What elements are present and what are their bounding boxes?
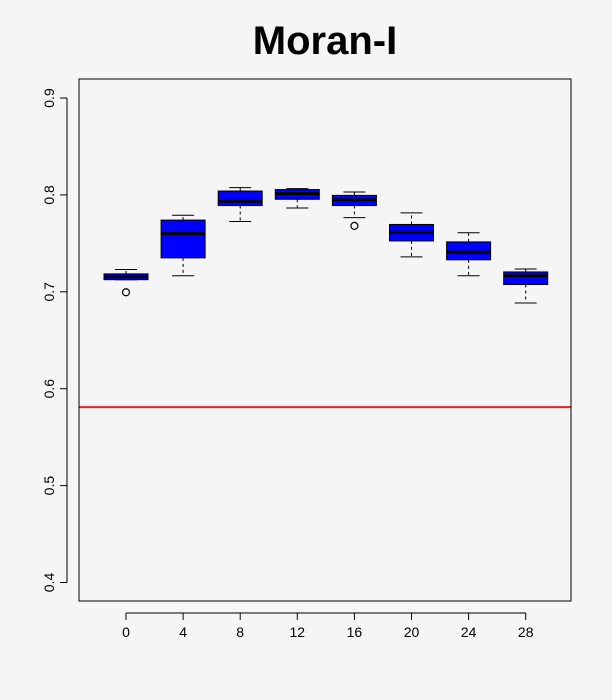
box-iqr (503, 271, 549, 286)
x-tick-label: 16 (347, 624, 363, 640)
x-tick-label: 0 (122, 624, 130, 640)
x-tick-label: 8 (236, 624, 244, 640)
box-group (274, 188, 320, 209)
plot-frame (78, 78, 572, 602)
y-tick-label: 0.5 (41, 476, 57, 496)
x-tick-label: 12 (290, 624, 306, 640)
box-group (160, 214, 206, 277)
y-tick-label: 0.6 (41, 379, 57, 399)
x-tick-label: 24 (461, 624, 477, 640)
box-group (331, 191, 377, 231)
box-iqr (217, 190, 263, 207)
box-group (103, 269, 149, 297)
y-tick-label: 0.8 (41, 185, 57, 205)
chart-title: Moran-I (253, 19, 397, 63)
box-group (446, 232, 492, 277)
box-iqr (160, 219, 206, 259)
y-tick-label: 0.9 (41, 88, 57, 108)
y-tick-label: 0.7 (41, 282, 57, 302)
y-tick-label: 0.4 (41, 573, 57, 593)
box-group (389, 212, 434, 258)
box-group (503, 268, 549, 304)
x-tick-label: 4 (179, 624, 187, 640)
box-group (217, 187, 263, 223)
x-tick-label: 28 (518, 624, 534, 640)
outlier-point (121, 288, 131, 297)
plot-area: 0.4 0.5 0.6 0.7 0.8 0.9 0 4 8 12 16 20 24 28 (41, 88, 571, 640)
outlier-point (350, 221, 359, 231)
x-tick-label: 20 (404, 624, 420, 640)
